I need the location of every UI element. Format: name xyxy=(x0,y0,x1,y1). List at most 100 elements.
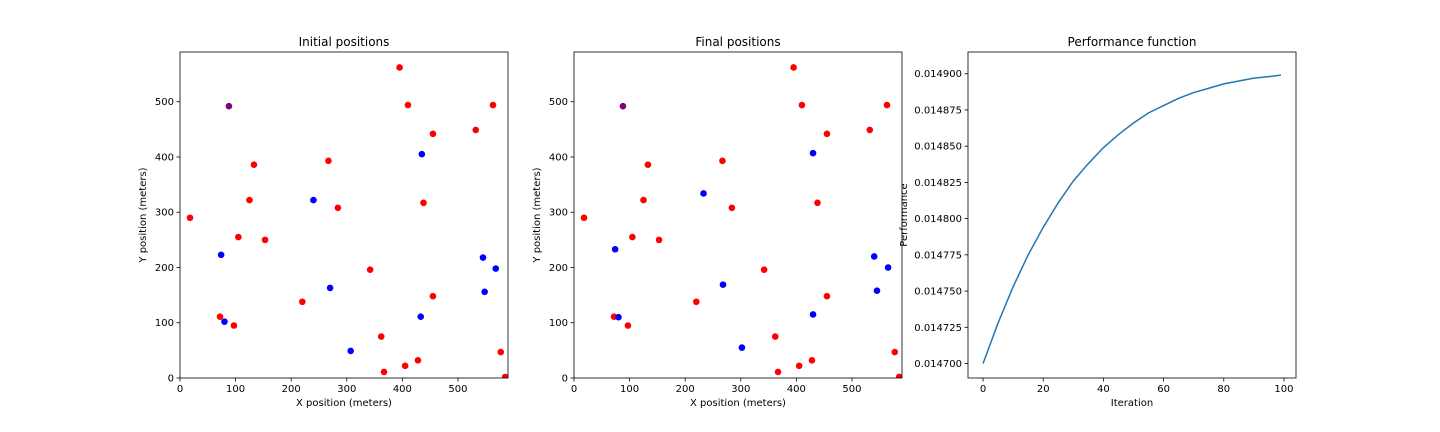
scatter-point-red xyxy=(655,236,663,244)
axes-frame xyxy=(179,51,509,379)
y-tick-label: 100 xyxy=(155,318,174,329)
chart-title: Initial positions xyxy=(299,35,390,49)
scatter-point-red xyxy=(261,236,269,244)
chart-panel-1: Initial positions 0 100 200 300 400 500 0 100 200… xyxy=(138,35,509,409)
scatter-point-red xyxy=(501,373,508,378)
scatter-point-blue xyxy=(479,254,487,261)
scatter-point-blue xyxy=(418,150,426,158)
y-tick-label: 200 xyxy=(549,263,568,274)
scatter-point-red xyxy=(235,233,242,241)
scatter-point-purple xyxy=(225,102,233,110)
scatter-point-blue xyxy=(873,287,881,294)
performance-line xyxy=(982,74,1282,364)
scatter-point-red xyxy=(404,101,412,109)
y-tick-label: 0 xyxy=(168,374,174,385)
scatter-point-red xyxy=(420,199,427,207)
scatter-point-red xyxy=(366,266,374,274)
x-tick-label: 400 xyxy=(393,384,412,395)
scatter-point-red xyxy=(401,362,409,370)
y-tick-label: 0.014700 xyxy=(914,359,962,370)
plot-area xyxy=(982,74,1282,364)
scatter-point-red xyxy=(814,199,821,207)
scatter-point-red xyxy=(429,130,437,138)
scatter-point-red xyxy=(325,157,332,165)
scatter-point-red xyxy=(760,266,768,274)
x-axis-label: Iteration xyxy=(1111,398,1153,409)
axes-frame xyxy=(573,51,903,379)
scatter-point-blue xyxy=(870,253,878,260)
x-tick-label: 500 xyxy=(448,384,467,395)
scatter-point-red xyxy=(497,348,505,356)
scatter-point-red xyxy=(808,357,816,364)
scatter-point-red xyxy=(883,101,891,109)
y-axis-label: Y position (meters) xyxy=(532,167,543,263)
scatter-point-blue xyxy=(326,284,334,292)
scatter-point-red xyxy=(693,298,700,306)
scatter-point-red xyxy=(719,157,726,165)
scatter-point-red xyxy=(798,101,806,109)
scatter-point-blue xyxy=(809,311,817,318)
scatter-point-purple xyxy=(619,102,627,110)
axes-frame xyxy=(967,51,1297,379)
plot-area xyxy=(186,64,508,378)
x-tick-label: 0 xyxy=(980,384,986,395)
y-tick-label: 400 xyxy=(549,152,568,163)
scatter-point-blue xyxy=(492,265,500,272)
y-tick-label: 0 xyxy=(562,374,568,385)
scatter-point-red xyxy=(377,333,385,340)
scatter-point-blue xyxy=(417,313,425,320)
scatter-point-blue xyxy=(738,344,746,351)
x-tick-label: 60 xyxy=(1157,384,1170,395)
x-tick-label: 0 xyxy=(571,384,577,395)
scatter-point-red xyxy=(774,368,782,376)
scatter-point-red xyxy=(250,161,258,169)
x-tick-label: 80 xyxy=(1217,384,1230,395)
x-tick-label: 100 xyxy=(620,384,639,395)
x-tick-label: 500 xyxy=(842,384,861,395)
y-tick-label: 400 xyxy=(155,152,174,163)
scatter-point-red xyxy=(823,292,831,300)
scatter-point-red xyxy=(866,126,874,134)
chart-panel-3: Performance function 0 20 40 60 80 100 0.014700… xyxy=(899,35,1297,409)
scatter-point-red xyxy=(640,196,647,204)
scatter-point-red xyxy=(644,161,652,169)
scatter-point-blue xyxy=(809,149,817,157)
scatter-point-red xyxy=(790,64,797,71)
scatter-point-blue xyxy=(217,251,225,259)
x-tick-label: 200 xyxy=(676,384,695,395)
scatter-point-red xyxy=(299,298,306,306)
scatter-point-blue xyxy=(700,190,707,197)
scatter-point-blue xyxy=(481,288,488,296)
y-tick-label: 0.014775 xyxy=(914,250,962,261)
scatter-point-red xyxy=(771,333,779,340)
scatter-point-red xyxy=(580,214,588,222)
scatter-point-red xyxy=(414,357,422,364)
scatter-point-red xyxy=(230,322,238,329)
y-tick-label: 0.014900 xyxy=(914,69,962,80)
chart-title: Final positions xyxy=(695,35,780,49)
scatter-point-blue xyxy=(719,281,727,288)
scatter-point-blue xyxy=(615,313,622,321)
scatter-point-red xyxy=(216,313,224,320)
y-tick-label: 300 xyxy=(155,208,174,219)
y-tick-label: 500 xyxy=(549,97,568,108)
y-tick-label: 100 xyxy=(549,318,568,329)
x-tick-label: 300 xyxy=(731,384,750,395)
scatter-point-red xyxy=(823,130,831,138)
scatter-point-red xyxy=(489,101,497,109)
y-tick-label: 0.014825 xyxy=(914,178,962,189)
x-tick-label: 100 xyxy=(226,384,245,395)
chart-panel-2: Final positions 0 100 200 300 400 500 0 100 200 30… xyxy=(532,35,903,409)
scatter-point-red xyxy=(246,196,253,204)
scatter-point-blue xyxy=(884,264,892,271)
scatter-point-blue xyxy=(221,318,228,325)
y-tick-label: 0.014850 xyxy=(914,142,962,153)
scatter-point-red xyxy=(472,126,480,134)
scatter-point-blue xyxy=(310,196,317,204)
scatter-point-blue xyxy=(347,347,354,355)
x-tick-label: 200 xyxy=(282,384,301,395)
scatter-point-red xyxy=(728,204,736,212)
y-tick-label: 500 xyxy=(155,97,174,108)
x-axis-label: X position (meters) xyxy=(690,398,786,409)
